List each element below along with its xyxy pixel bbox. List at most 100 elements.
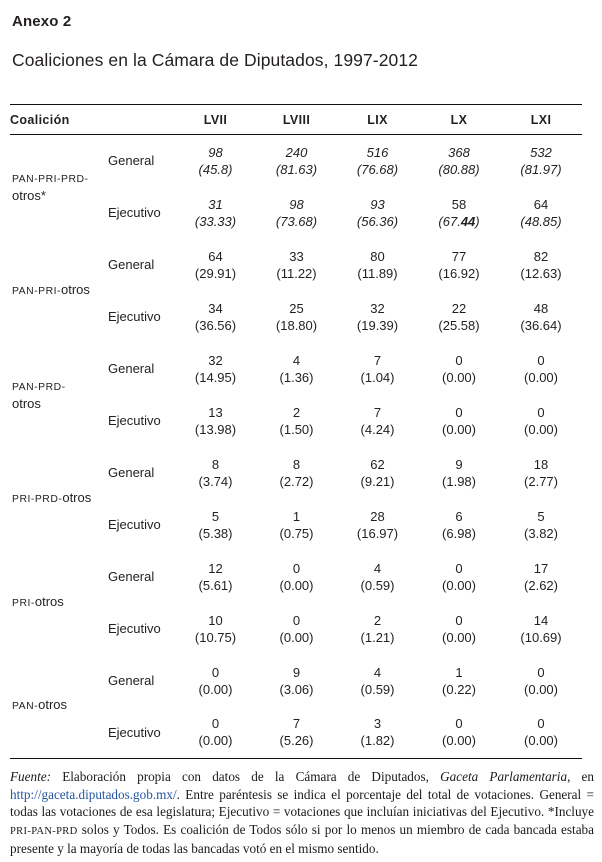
name-text: otros* (12, 187, 46, 203)
row-label: General (108, 361, 155, 376)
vote-percentage: (0.00) (524, 421, 558, 437)
vote-count: 1 (455, 664, 463, 680)
vote-count: 0 (455, 716, 463, 732)
vote-percentage: (0.00) (198, 733, 233, 749)
vote-percentage: (56.36) (356, 213, 399, 229)
data-cell: 62 (9.21) (337, 447, 418, 499)
data-cell: 12 (5.61) (175, 551, 256, 603)
vote-count: 368 (448, 144, 470, 160)
data-cell: 82 (12.63) (500, 239, 582, 291)
data-cell: 8 (2.72) (256, 447, 337, 499)
vote-count: 4 (373, 664, 382, 680)
table-row: PAN-PRI-otros General 64 (29.91) 33 (11.22) 80… (10, 239, 582, 297)
footnote-text: Elaboración propia con datos de la Cámar… (51, 769, 441, 784)
vote-percentage: (1.82) (360, 733, 395, 749)
data-cell: 48 (36.64) (500, 291, 582, 343)
column-header-legislature: LIX (337, 104, 419, 135)
data-cell: 0 (0.00) (418, 395, 500, 447)
vote-percentage: (25.58) (438, 317, 480, 333)
party-abbrev: PAN- (12, 701, 39, 713)
table-row: PAN-PRD-otros General 32 (14.95) 4 (1.36) 7 (1.… (10, 343, 582, 411)
data-cell: 0 (0.00) (500, 655, 582, 707)
vote-count: 0 (211, 716, 220, 732)
data-cell: 6 (6.98) (418, 499, 500, 551)
data-cell: 2 (1.21) (337, 603, 418, 655)
coalition-name-line: PAN-PRI-PRD- (12, 170, 108, 188)
coalition-name: PRI-PRD-otros (10, 447, 108, 551)
vote-percentage: (36.56) (194, 317, 237, 333)
name-text: otros (12, 395, 41, 411)
name-text: otros (61, 281, 90, 297)
data-cell: 0 (0.00) (175, 707, 256, 759)
party-abbrev: PAN-PRD- (12, 381, 66, 393)
vote-count: 64 (533, 196, 549, 212)
vote-count: 5 (211, 508, 220, 524)
vote-percentage: (0.00) (442, 733, 476, 749)
table-row: Ejecutivo 5 (5.38) 1 (0.75) 28 (16.97) 6 (6.98) 5… (10, 499, 582, 551)
vote-percentage: (0.59) (360, 577, 395, 593)
vote-count: 2 (373, 612, 382, 628)
vote-count: 2 (292, 404, 301, 420)
data-cell: 9 (3.06) (256, 655, 337, 707)
data-cell: 64 (48.85) (500, 187, 582, 239)
data-cell: 7 (5.26) (256, 707, 337, 759)
data-cell: 58 (67.44) (418, 187, 500, 239)
vote-count: 1 (292, 508, 301, 524)
data-cell: 14 (10.69) (500, 603, 582, 655)
data-cell: 10 (10.75) (175, 603, 256, 655)
vote-percentage: (0.75) (279, 525, 314, 541)
vote-percentage: (1.21) (360, 629, 395, 645)
vote-percentage: (4.24) (360, 421, 395, 437)
vote-count: 0 (455, 612, 463, 628)
data-cell: 7 (1.04) (337, 343, 418, 395)
data-cell: 77 (16.92) (418, 239, 500, 291)
table-row: Ejecutivo 34 (36.56) 25 (18.80) 32 (19.39) 22 (2… (10, 291, 582, 343)
header-row: Coalición LVII LVIII LIX LX LXI (10, 104, 583, 135)
vote-percentage: (11.22) (276, 265, 317, 281)
gaceta-link[interactable]: http://gaceta.diputados.gob.mx/ (10, 786, 177, 802)
vote-count: 18 (533, 456, 549, 472)
vote-count: 98 (289, 196, 304, 212)
vote-count: 0 (455, 404, 463, 420)
vote-count: 13 (208, 404, 223, 420)
vote-percentage: (45.8) (198, 161, 233, 177)
data-cell: 3 (1.82) (337, 707, 418, 759)
vote-percentage: (13.98) (194, 421, 237, 437)
data-cell: 33 (11.22) (256, 239, 337, 291)
vote-percentage: (1.36) (279, 369, 314, 385)
data-cell: 32 (19.39) (337, 291, 418, 343)
coalition-name: PAN-otros (10, 655, 108, 759)
column-header-legislature: LVII (175, 104, 257, 135)
data-cell: 0 (0.00) (256, 551, 337, 603)
vote-count: 516 (366, 144, 389, 160)
table-row: Ejecutivo 13 (13.98) 2 (1.50) 7 (4.24) 0 (0.00) 0… (10, 395, 582, 447)
vote-percentage: (0.00) (524, 369, 558, 385)
footnote-text: solos y Todos. Es coalición de Todos sól… (10, 821, 594, 857)
column-header-legislature: LXI (500, 104, 583, 135)
row-label: Ejecutivo (108, 724, 161, 740)
vote-count: 7 (373, 352, 382, 368)
vote-percentage: (0.00) (279, 629, 314, 645)
vote-count: 82 (533, 248, 549, 264)
vote-count: 0 (537, 716, 545, 732)
data-cell: 0 (0.00) (500, 343, 582, 395)
annex-title: Anexo 2 (12, 13, 72, 30)
vote-percentage: (10.69) (520, 629, 562, 645)
vote-percentage: (9.21) (360, 473, 395, 489)
vote-count: 0 (211, 664, 220, 680)
vote-count: 62 (370, 456, 385, 472)
vote-count: 0 (455, 560, 463, 576)
data-cell: 2 (1.50) (256, 395, 337, 447)
vote-count: 10 (208, 612, 223, 628)
vote-percentage: (81.97) (520, 161, 562, 177)
data-cell: 9 (1.98) (418, 447, 500, 499)
data-cell: 80 (11.89) (337, 239, 418, 291)
vote-count: 32 (208, 352, 223, 368)
vote-percentage: (10.75) (194, 629, 237, 645)
party-abbrev: PRI- (12, 597, 35, 609)
data-cell: 368 (80.88) (418, 135, 500, 187)
vote-count: 34 (208, 300, 223, 316)
vote-count: 8 (292, 456, 301, 472)
table-row: PAN-PRI-PRD-otros* General 98 (45.8) 240 (81.… (10, 135, 582, 203)
vote-percentage: (2.77) (524, 473, 558, 489)
